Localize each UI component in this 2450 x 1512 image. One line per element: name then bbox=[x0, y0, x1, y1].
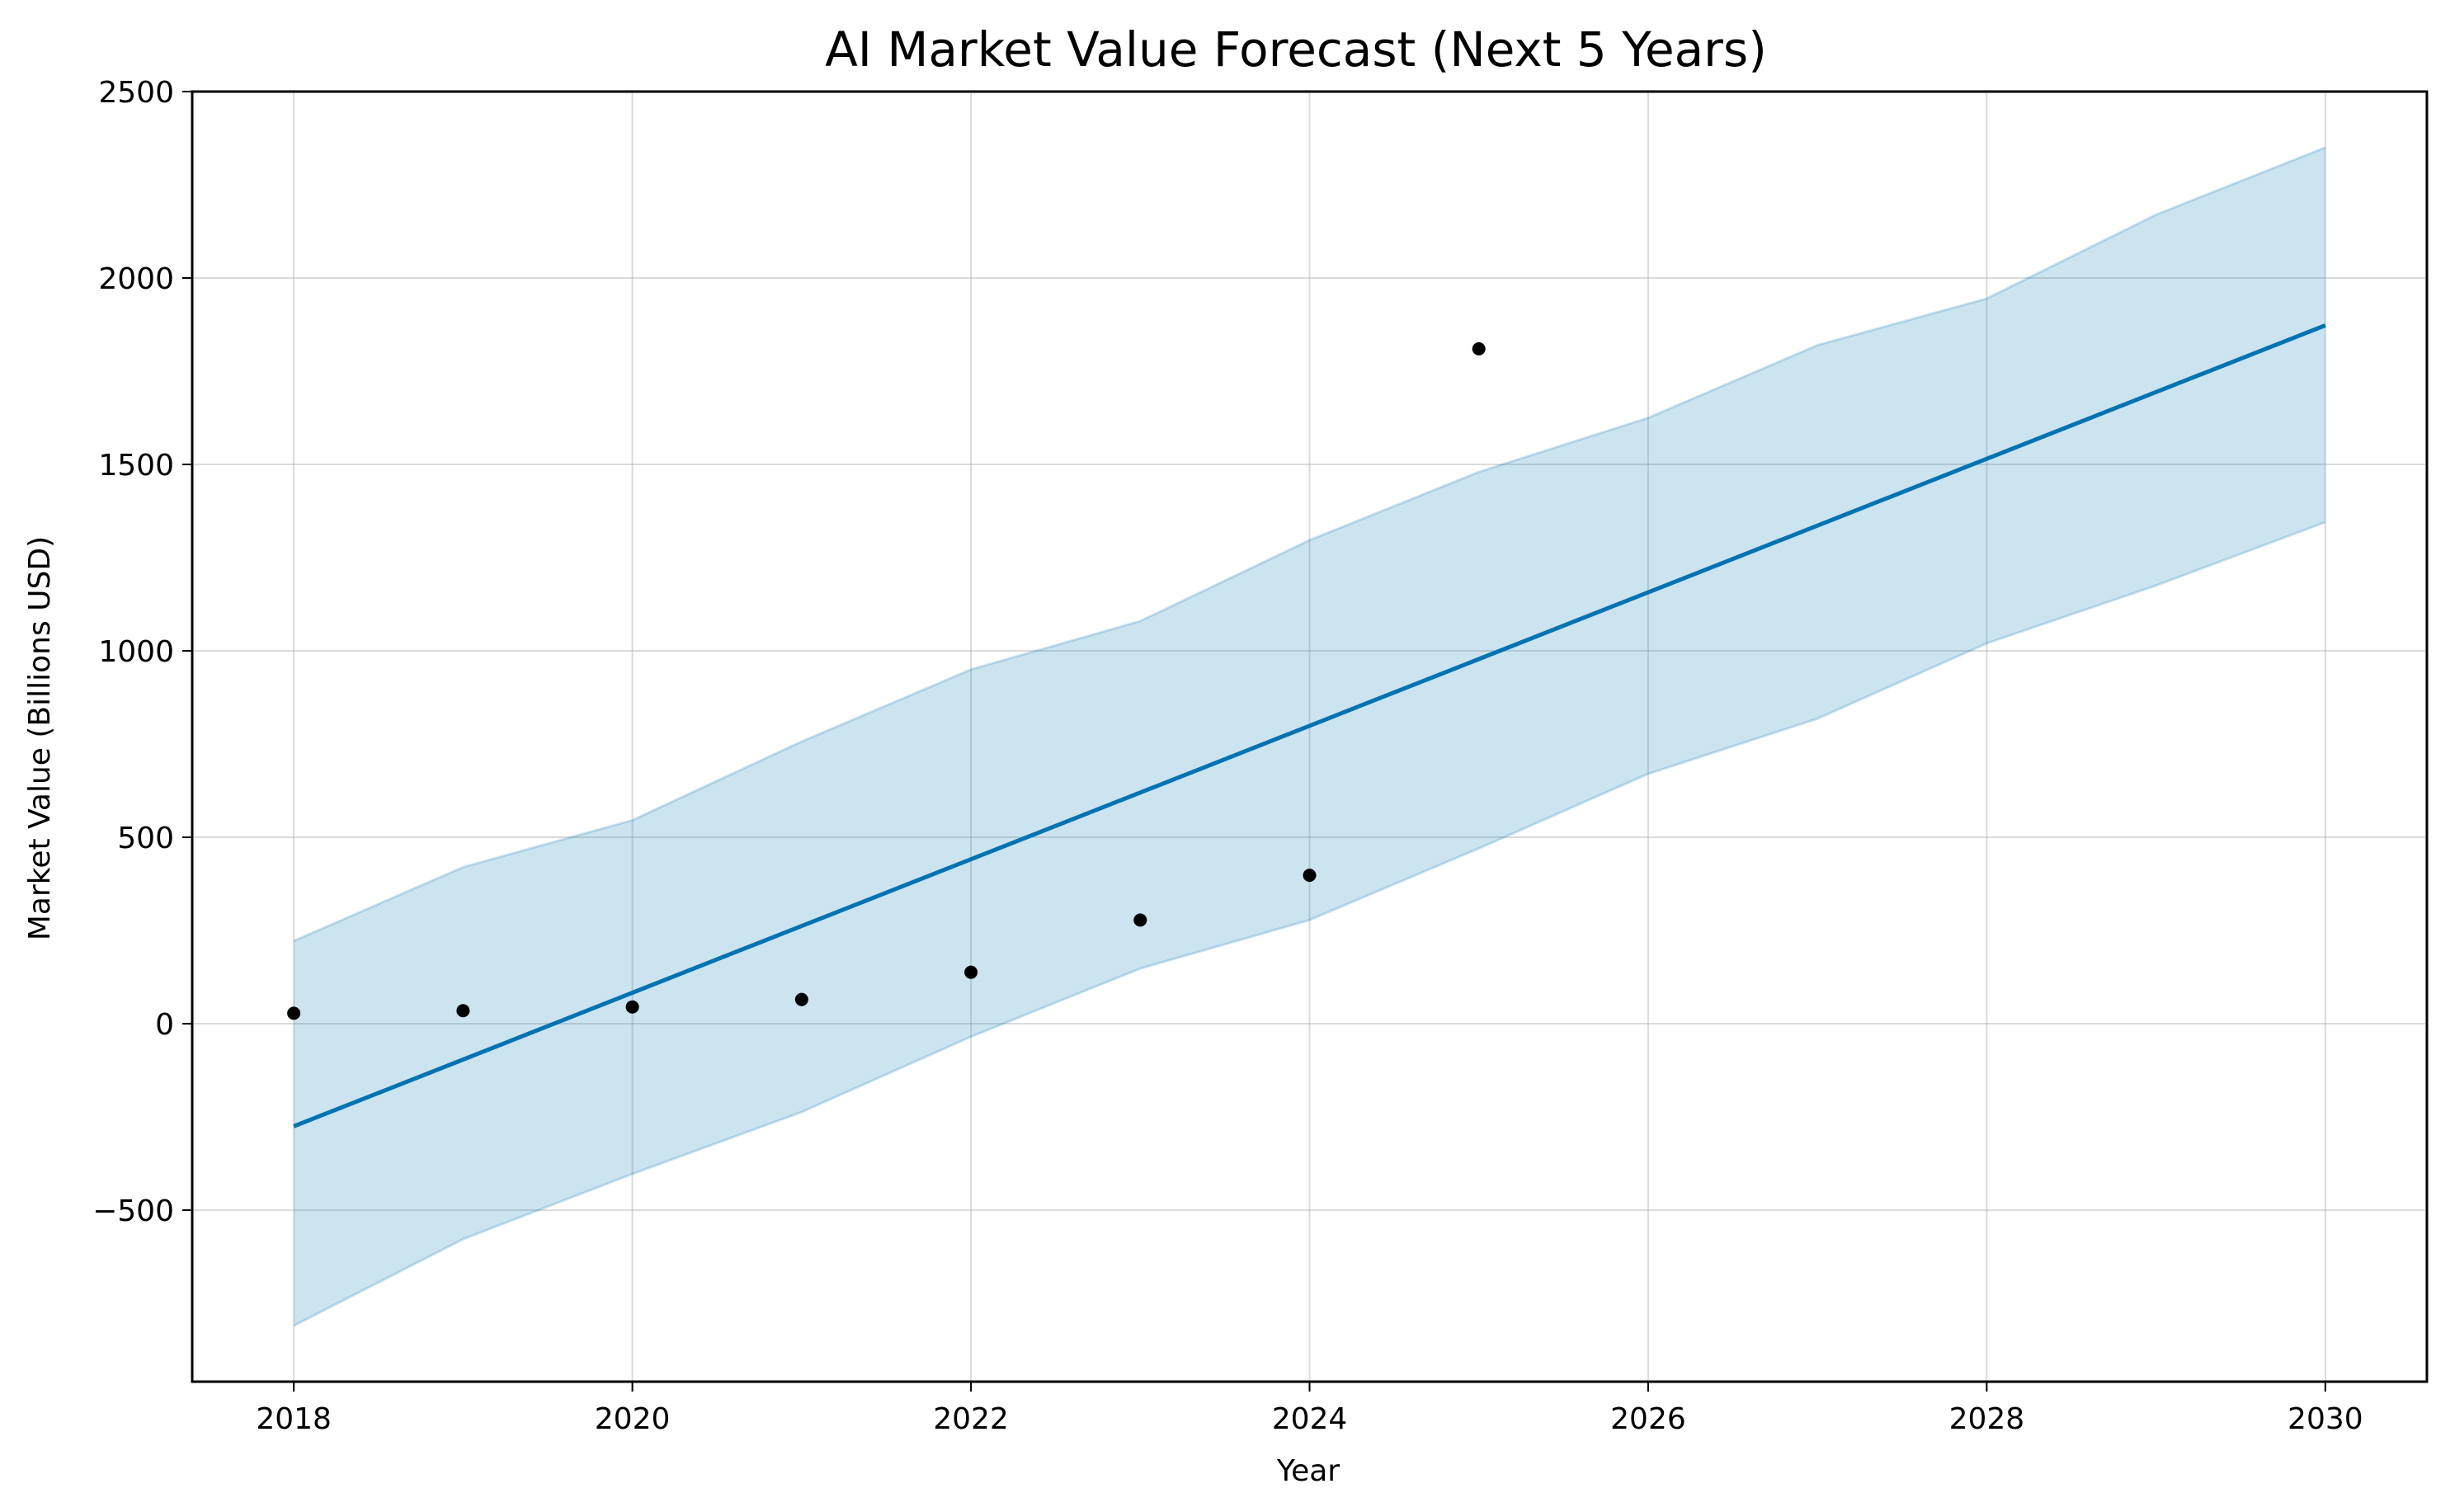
uncertainty-lower-edge bbox=[293, 520, 2326, 1327]
y-tick-label: 2000 bbox=[98, 262, 174, 296]
y-tick-label: 1500 bbox=[98, 449, 174, 483]
y-tick-label: 2500 bbox=[98, 76, 174, 110]
y-axis-label: Market Value (Billions USD) bbox=[23, 536, 57, 940]
x-tick-label: 2028 bbox=[1949, 1402, 2025, 1436]
observed-points bbox=[287, 341, 1486, 1020]
y-tick-label: −500 bbox=[92, 1194, 174, 1228]
observed-point bbox=[1133, 913, 1147, 927]
x-tick-label: 2022 bbox=[933, 1402, 1009, 1436]
chart-title: AI Market Value Forecast (Next 5 Years) bbox=[825, 21, 1767, 78]
y-tick-label: 500 bbox=[117, 822, 174, 855]
x-tick-label: 2026 bbox=[1610, 1402, 1686, 1436]
uncertainty-upper-edge bbox=[293, 146, 2326, 943]
x-axis-ticks: 2018 2020 2022 2024 2026 2028 2030 bbox=[256, 1382, 2363, 1436]
observed-point bbox=[1472, 341, 1486, 356]
observed-point bbox=[456, 1004, 470, 1018]
y-tick-label: 1000 bbox=[98, 635, 174, 669]
observed-point bbox=[1303, 869, 1317, 883]
observed-point bbox=[287, 1006, 301, 1020]
observed-point bbox=[794, 992, 808, 1006]
x-tick-label: 2020 bbox=[595, 1402, 671, 1436]
y-axis-ticks: −500 0 500 1000 1500 2000 2500 bbox=[92, 76, 192, 1228]
observed-point bbox=[964, 965, 978, 979]
x-tick-label: 2018 bbox=[256, 1402, 332, 1436]
observed-point bbox=[625, 1000, 639, 1014]
forecast-line bbox=[293, 323, 2326, 1128]
x-tick-label: 2024 bbox=[1272, 1402, 1348, 1436]
y-tick-label: 0 bbox=[155, 1008, 174, 1042]
x-axis-label: Year bbox=[1276, 1454, 1340, 1488]
x-tick-label: 2030 bbox=[2287, 1402, 2363, 1436]
uncertainty-band bbox=[294, 147, 2325, 1326]
